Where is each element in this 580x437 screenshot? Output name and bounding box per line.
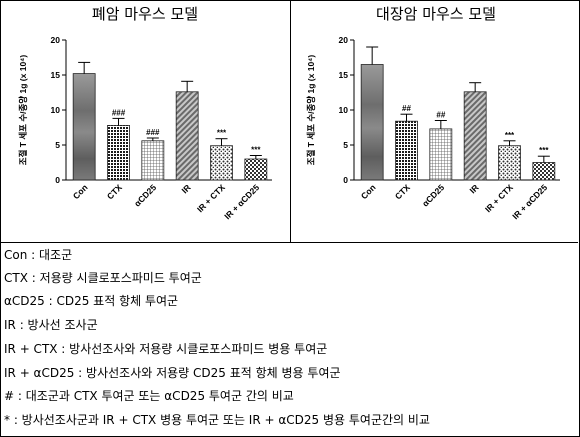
- colon-cancer-bar-chart: 조절 T 세포 수/종양 1g (x 10⁴) 0 5 10 15 20 Con ## CTX #…: [306, 35, 560, 221]
- bar-con: [360, 64, 384, 181]
- x-tick-label-ir-acd25: IR + αCD25: [510, 182, 549, 221]
- y-tick-label: 15: [339, 70, 349, 80]
- legend-line-ir: IR : 방사선 조사군: [4, 318, 98, 332]
- x-tick-label-con: Con: [71, 182, 90, 201]
- bar-ir-acd25: [244, 158, 268, 181]
- x-tick-label-ctx: CTX: [105, 182, 124, 201]
- y-tick-label: 15: [51, 70, 61, 80]
- significance-ir-ctx: ***: [505, 131, 515, 140]
- y-tick-label: 5: [343, 140, 348, 150]
- x-tick-label-ir-ctx: IR + CTX: [483, 182, 515, 214]
- x-tick-label-ir: IR: [467, 182, 480, 195]
- bar-ir-ctx: [498, 145, 521, 181]
- legend-divider: [0, 242, 578, 243]
- bar-ir-ctx: [210, 145, 233, 181]
- significance-ctx: ###: [112, 108, 126, 117]
- colon-cancer-chart-title: 대장암 마우스 모델: [376, 5, 496, 23]
- y-tick-label: 10: [339, 105, 349, 115]
- legend-line-ctx: CTX : 저용량 시클로포스파미드 투여군: [4, 271, 202, 285]
- lung-cancer-chart-title: 폐암 마우스 모델: [91, 5, 199, 23]
- y-axis-label: 조절 T 세포 수/종양 1g (x 10⁴): [18, 55, 28, 166]
- y-tick-label: 0: [55, 175, 60, 185]
- x-tick-label-ir: IR: [179, 182, 192, 195]
- x-tick-label-con: Con: [359, 182, 378, 201]
- bar-acd25: [141, 140, 165, 181]
- y-axis-label: 조절 T 세포 수/종양 1g (x 10⁴): [306, 55, 316, 166]
- bar-ir-acd25: [532, 162, 556, 181]
- legend-line-ir-ctx: IR + CTX : 방사선조사와 저용량 시클로포스파미드 병용 투여군: [4, 342, 328, 356]
- y-tick-label: 0: [343, 175, 348, 185]
- y-tick-label: 20: [51, 35, 61, 45]
- x-tick-label-ir-ctx: IR + CTX: [195, 182, 227, 214]
- y-tick-label: 20: [339, 35, 349, 45]
- significance-ir-ctx: ***: [217, 129, 227, 138]
- significance-ctx: ##: [402, 104, 411, 113]
- legend-line-acd25: αCD25 : CD25 표적 항체 투여군: [4, 294, 179, 308]
- bar-acd25: [429, 128, 453, 181]
- significance-ir-acd25: ***: [251, 146, 261, 155]
- bar-ctx: [395, 120, 418, 181]
- y-tick-label: 5: [55, 140, 60, 150]
- bar-ir: [463, 91, 487, 181]
- bar-ctx: [107, 125, 130, 181]
- legend-line-asterisk-note: * : 방사선조사군과 IR + CTX 병용 투여군 또는 IR + αCD2…: [4, 413, 430, 427]
- panel-divider: [290, 0, 291, 242]
- legend-line-con: Con : 대조군: [4, 248, 73, 262]
- bar-con: [72, 73, 96, 181]
- y-tick-label: 10: [51, 105, 61, 115]
- x-tick-label-acd25: αCD25: [420, 182, 446, 208]
- x-tick-label-ctx: CTX: [393, 182, 412, 201]
- significance-ir-acd25: ***: [539, 146, 549, 155]
- x-tick-label-acd25: αCD25: [132, 182, 158, 208]
- legend-line-hash-note: # : 대조군과 CTX 투여군 또는 αCD25 투여군 간의 비교: [4, 389, 294, 403]
- significance-acd25: ###: [146, 128, 160, 137]
- legend-line-ir-acd25: IR + αCD25 : 방사선조사와 저용량 CD25 표적 항체 병용 투여…: [4, 366, 341, 380]
- lung-cancer-bar-chart: 조절 T 세포 수/종양 1g (x 10⁴) 0 5 10 15 20 Con ### CTX…: [18, 35, 272, 221]
- bar-ir: [175, 91, 199, 181]
- significance-acd25: ##: [436, 111, 445, 120]
- x-tick-label-ir-acd25: IR + αCD25: [222, 182, 261, 221]
